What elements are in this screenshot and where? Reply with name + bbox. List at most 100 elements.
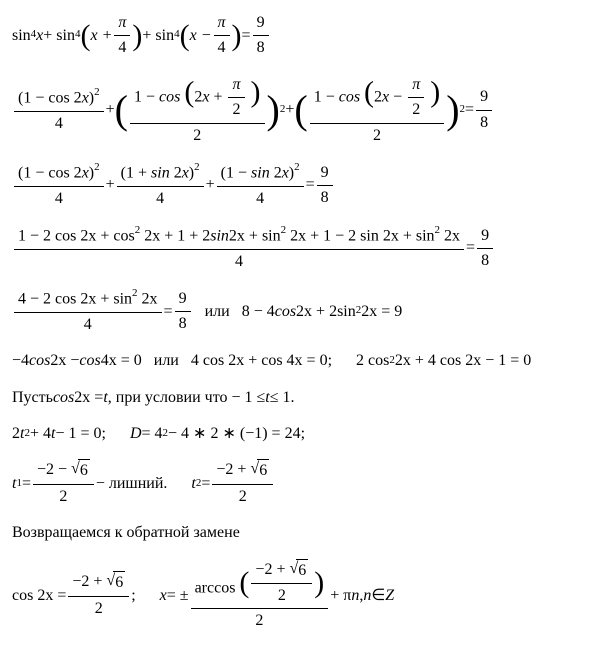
frac: −2 + √6 2 <box>212 459 273 508</box>
t: − 1 = 0; <box>55 423 106 445</box>
x: x <box>282 164 289 181</box>
t: n <box>351 585 359 607</box>
sqrt: √6 <box>250 459 269 482</box>
num: −2 + √6 <box>68 571 129 596</box>
den: 4 <box>51 187 67 210</box>
t: −2 + <box>255 561 289 578</box>
lp: ( <box>184 75 194 108</box>
frac: 4 − 2 cos 2x + sin2 2x 4 <box>14 287 162 336</box>
radic-icon: √ <box>71 458 80 480</box>
den: 4 <box>114 36 130 59</box>
rp: ) <box>132 24 142 48</box>
t: 2x + sin <box>229 227 281 244</box>
t: + π <box>330 585 351 607</box>
t: D <box>130 423 142 445</box>
equation-line-2: (1 − cos 2x)2 4 + ( 1 − cos (2x + π2 ) 2… <box>12 74 588 147</box>
equation-line-9: t1 = −2 − √6 2 − лишний. t2 = −2 + √6 2 <box>12 459 588 508</box>
den: 2 <box>189 124 205 147</box>
eq: = <box>201 473 210 495</box>
lp: ( <box>364 75 374 108</box>
frac: −2 + √6 2 <box>68 571 129 620</box>
t: (1 + <box>121 164 151 181</box>
t: 2x <box>138 291 158 308</box>
lp: ( <box>80 24 90 48</box>
radic-icon: √ <box>250 458 259 480</box>
num: 1 − cos (2x − π2 ) <box>310 74 445 124</box>
t: x + <box>90 25 112 47</box>
equation-line-6: −4cos2x − cos4x = 0 или 4 cos 2x + cos 4… <box>12 350 588 372</box>
sup: 4 <box>75 27 81 42</box>
den: 4 <box>214 36 230 59</box>
frac: 1 − cos (2x − π2 ) 2 <box>310 74 445 147</box>
t: cos <box>339 88 360 105</box>
num: π <box>214 12 230 36</box>
or-text: или <box>154 350 179 372</box>
t: 1 − 2 cos 2x + cos <box>18 227 135 244</box>
t: 2 cos <box>356 350 389 372</box>
num: 9 <box>175 288 191 312</box>
sup: 2 <box>356 303 362 318</box>
radic-icon: √ <box>106 570 115 592</box>
den: 2 <box>228 98 244 121</box>
frac: arccos ( −2 + √6 2 ) 2 <box>191 559 329 633</box>
rp: ) <box>446 94 459 126</box>
paren: ( x + π 4 ) <box>80 12 142 60</box>
den: 2 <box>369 124 385 147</box>
sup: 2 <box>435 224 441 236</box>
frac: 9 8 <box>477 225 493 273</box>
t: − лишний. <box>96 473 168 495</box>
plus: + <box>106 174 115 196</box>
t: + sin <box>43 25 75 47</box>
t: −2 + <box>72 573 106 590</box>
t: 2 <box>374 88 382 105</box>
num: −2 − √6 <box>33 459 94 484</box>
frac: π2 <box>228 74 244 122</box>
t: sin <box>251 164 270 181</box>
frac: −2 + √6 2 <box>251 559 312 608</box>
t: sin <box>210 227 229 244</box>
den: 2 <box>251 609 267 632</box>
num: 9 <box>477 225 493 249</box>
rp: ) <box>232 24 242 48</box>
den: 4 <box>231 250 247 273</box>
frac: (1 − cos 2x)2 4 <box>14 161 104 210</box>
sup: 4 <box>31 27 37 42</box>
x: x <box>182 164 189 181</box>
equation-line-5: 4 − 2 cos 2x + sin2 2x 4 = 9 8 или 8 − 4… <box>12 287 588 336</box>
t: = 4 <box>142 423 163 445</box>
num: 9 <box>476 86 492 110</box>
t: ∈ <box>371 585 385 607</box>
t: + 4 <box>30 423 51 445</box>
t: 4 cos 2x + cos 4x = 0; <box>191 350 332 372</box>
num: (1 − sin 2x)2 <box>217 161 304 187</box>
radic-icon: √ <box>289 558 298 580</box>
eq: = <box>242 25 251 47</box>
num: π <box>408 74 424 98</box>
t: − <box>389 88 406 105</box>
x: x <box>82 89 89 106</box>
num: 1 − cos (2x + π2 ) <box>130 74 265 124</box>
eq: = <box>306 174 315 196</box>
t: 2x − <box>50 350 79 372</box>
paren: ( 1 − cos (2x + π2 ) 2 ) <box>115 74 280 147</box>
t: arccos <box>195 579 236 596</box>
t: 2x = <box>74 387 103 409</box>
frac: π 4 <box>114 12 130 60</box>
t: + <box>209 88 226 105</box>
lp: ( <box>115 94 128 126</box>
sup: 2 <box>294 161 300 173</box>
sup: 2 <box>280 102 286 117</box>
t: cos <box>29 350 50 372</box>
t: −2 + <box>216 461 250 478</box>
t: 2x = 9 <box>361 301 402 323</box>
equation-line-11: cos 2x = −2 + √6 2 ; x = ± arccos ( −2 +… <box>12 559 588 633</box>
num: −2 + √6 <box>251 559 312 584</box>
den: 2 <box>91 597 107 620</box>
rp: ) <box>251 75 261 108</box>
x: x <box>160 585 167 607</box>
or-text: или <box>205 301 230 323</box>
num: 1 − 2 cos 2x + cos 2 2x + 1 + 2sin2x + si… <box>14 224 464 250</box>
sup: 2 <box>389 353 395 368</box>
num: π <box>228 74 244 98</box>
t: 2x + 1 + 2 <box>140 227 210 244</box>
